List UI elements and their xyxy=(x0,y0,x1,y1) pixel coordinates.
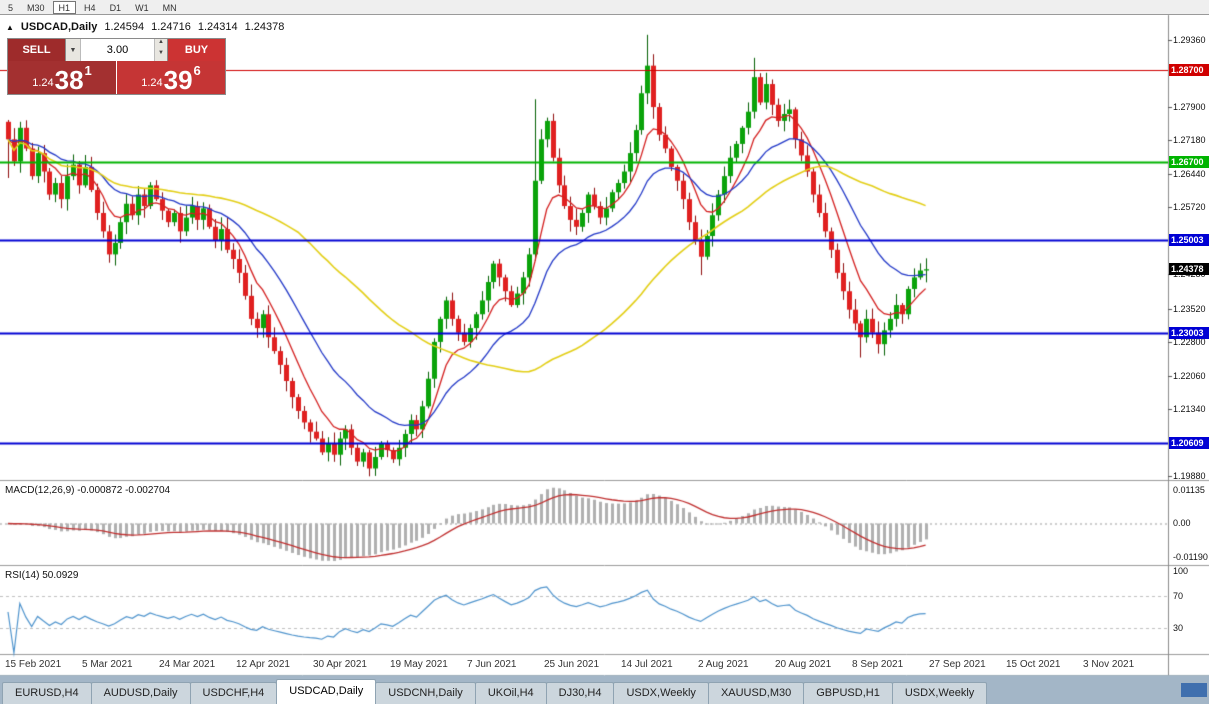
date-axis-label: 19 May 2021 xyxy=(390,659,448,670)
rsi-axis-label: 30 xyxy=(1173,623,1184,634)
date-axis-label: 15 Feb 2021 xyxy=(5,659,62,670)
date-axis-label: 25 Jun 2021 xyxy=(544,659,600,670)
period-button-m30[interactable]: M30 xyxy=(27,2,45,13)
price-level-tag: 1.23003 xyxy=(1169,326,1209,339)
date-axis-label: 12 Apr 2021 xyxy=(236,659,290,670)
lot-size-input[interactable]: 3.00 xyxy=(81,39,154,61)
buy-price-prefix: 1.24 xyxy=(141,77,163,89)
macd-axis-label: 0.01135 xyxy=(1173,485,1205,495)
chart-tab-usdx-weekly[interactable]: USDX,Weekly xyxy=(613,682,709,704)
rsi-axis-label: 100 xyxy=(1173,566,1189,576)
macd-indicator-label: MACD(12,26,9) -0.000872 -0.002704 xyxy=(5,485,171,496)
chart-tab-usdcad-daily[interactable]: USDCAD,Daily xyxy=(276,679,377,704)
period-button-d1[interactable]: D1 xyxy=(109,2,122,13)
price-level-tag: 1.25003 xyxy=(1169,234,1209,247)
macd-axis-label: -0.01190 xyxy=(1173,552,1208,562)
buy-price-sup: 6 xyxy=(193,63,201,78)
date-axis-label: 20 Aug 2021 xyxy=(775,659,832,670)
chart-tab-usdchf-h4[interactable]: USDCHF,H4 xyxy=(189,682,278,704)
collapse-triangle-icon[interactable]: ▲ xyxy=(6,23,14,32)
sell-button[interactable]: SELL xyxy=(8,39,65,61)
buy-price[interactable]: 1.24 39 6 xyxy=(117,61,225,94)
chart-tab-bar: EURUSD,H4 AUDUSD,Daily USDCHF,H4 USDCAD,Dai… xyxy=(0,676,1209,704)
price-level-tag: 1.28700 xyxy=(1169,64,1209,77)
period-toolbar: 5 M30 H1 H4 D1 W1 MN xyxy=(0,0,1209,15)
rsi-axis-label: 70 xyxy=(1173,590,1184,601)
chart-tab-gbpusd-h1[interactable]: GBPUSD,H1 xyxy=(803,682,893,704)
price-tick-label: 1.29360 xyxy=(1173,34,1206,45)
sell-price-prefix: 1.24 xyxy=(32,77,54,89)
symbol-title: USDCAD,Daily xyxy=(20,21,98,33)
ohlc-close: 1.24378 xyxy=(244,21,285,33)
price-tick-label: 1.19880 xyxy=(1173,471,1206,482)
one-click-trade-panel: SELL ▼ 3.00 ▲ ▼ BUY 1.24 38 1 1.24 39 6 xyxy=(7,38,226,95)
chart-tab-ukoil-h4[interactable]: UKOil,H4 xyxy=(474,682,547,704)
date-axis-label: 30 Apr 2021 xyxy=(313,659,367,670)
sell-price-sup: 1 xyxy=(84,63,92,78)
rsi-indicator-label: RSI(14) 50.0929 xyxy=(5,570,79,581)
chart-tab-usdcnh-daily[interactable]: USDCNH,Daily xyxy=(375,682,476,704)
date-axis-label: 3 Nov 2021 xyxy=(1083,659,1135,670)
price-tick-label: 1.22800 xyxy=(1173,336,1206,347)
period-button-mn[interactable]: MN xyxy=(162,2,177,13)
buy-price-big: 39 xyxy=(163,65,193,95)
date-axis-label: 2 Aug 2021 xyxy=(698,659,749,670)
period-button-h1[interactable]: H1 xyxy=(52,0,77,14)
date-axis-label: 27 Sep 2021 xyxy=(929,659,986,670)
date-axis-label: 8 Sep 2021 xyxy=(852,659,904,670)
price-tick-label: 1.25720 xyxy=(1173,202,1206,213)
chart-header: ▲ USDCAD,Daily 1.24594 1.24716 1.24314 1… xyxy=(6,21,284,33)
price-tick-label: 1.23520 xyxy=(1173,303,1206,314)
date-axis-label: 24 Mar 2021 xyxy=(159,659,216,670)
chart-tab-audusd-daily[interactable]: AUDUSD,Daily xyxy=(90,682,191,704)
ohlc-low: 1.24314 xyxy=(197,21,238,33)
price-tick-label: 1.22060 xyxy=(1173,370,1206,381)
sell-price-big: 38 xyxy=(54,65,84,95)
price-tick-label: 1.27900 xyxy=(1173,102,1206,113)
lot-dropdown-icon[interactable]: ▼ xyxy=(66,39,81,61)
lot-spin-down-icon[interactable]: ▼ xyxy=(155,50,167,61)
lot-spinner: ▲ ▼ xyxy=(154,39,167,61)
macd-axis-label: 0.00 xyxy=(1173,517,1191,528)
lot-spin-up-icon[interactable]: ▲ xyxy=(155,39,167,50)
price-tick-label: 1.27180 xyxy=(1173,135,1206,146)
sell-price[interactable]: 1.24 38 1 xyxy=(8,61,116,94)
date-axis-label: 14 Jul 2021 xyxy=(621,659,673,670)
price-level-tag: 1.26700 xyxy=(1169,156,1209,169)
chart-tab-usdx-weekly[interactable]: USDX,Weekly xyxy=(891,682,988,704)
price-level-tag: 1.20609 xyxy=(1169,436,1209,449)
period-button-w1[interactable]: W1 xyxy=(135,2,149,13)
price-tick-label: 1.21340 xyxy=(1173,404,1206,415)
ohlc-high: 1.24716 xyxy=(151,21,191,33)
date-axis-label: 7 Jun 2021 xyxy=(467,659,517,670)
period-button-h4[interactable]: H4 xyxy=(84,2,96,13)
chart-tab-xauusd-m30[interactable]: XAUUSD,M30 xyxy=(707,682,805,704)
date-axis-label: 15 Oct 2021 xyxy=(1006,659,1061,670)
chart-tab-eurusd-h4[interactable]: EURUSD,H4 xyxy=(2,682,92,704)
price-tick-label: 1.26440 xyxy=(1173,169,1206,180)
date-axis-label: 5 Mar 2021 xyxy=(82,659,133,670)
current-price-tag: 1.24378 xyxy=(1169,263,1209,276)
scrollbar-thumb[interactable] xyxy=(1181,683,1207,697)
ohlc-open: 1.24594 xyxy=(104,21,145,33)
chart-tab-dj30-h4[interactable]: DJ30,H4 xyxy=(545,682,615,704)
buy-button[interactable]: BUY xyxy=(168,39,225,61)
period-button-5[interactable]: 5 xyxy=(8,2,14,13)
